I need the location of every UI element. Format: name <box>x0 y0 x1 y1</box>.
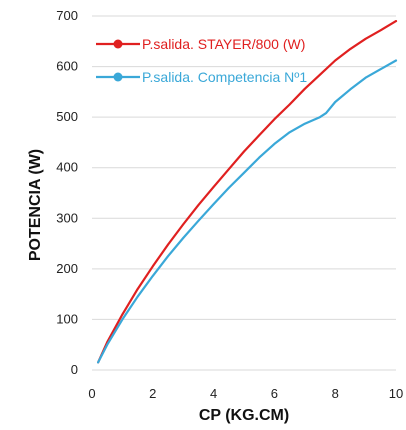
legend-label: P.salida. STAYER/800 (W) <box>142 36 305 52</box>
data-point <box>212 203 215 206</box>
y-tick-label: 0 <box>71 362 78 377</box>
data-point <box>151 265 154 268</box>
data-point <box>288 131 291 134</box>
data-point <box>182 237 185 239</box>
data-point <box>167 255 169 258</box>
data-point <box>106 343 109 346</box>
x-tick-label: 0 <box>88 386 95 401</box>
data-point <box>334 59 337 62</box>
x-tick-label: 6 <box>271 386 278 401</box>
data-point <box>97 361 99 364</box>
y-axis-ticks: 0 100 200 300 400 500 600 700 <box>56 8 78 377</box>
x-axis-title: CP (KG.CM) <box>199 407 289 424</box>
series-1 <box>96 20 398 364</box>
series-layer <box>96 20 398 364</box>
data-point <box>288 103 291 106</box>
series-line <box>96 59 398 364</box>
data-point <box>273 143 276 145</box>
data-point <box>364 37 367 40</box>
legend-marker <box>113 72 123 82</box>
data-point <box>227 187 230 189</box>
data-point <box>395 20 397 22</box>
data-point <box>243 171 245 174</box>
data-point <box>136 288 139 290</box>
x-tick-label: 2 <box>149 386 156 401</box>
data-point <box>197 219 200 222</box>
data-point <box>303 87 306 90</box>
y-tick-label: 300 <box>56 210 78 225</box>
data-point <box>379 68 382 70</box>
data-point <box>197 204 200 207</box>
data-point <box>273 118 276 121</box>
y-tick-label: 100 <box>56 311 78 326</box>
data-point <box>334 101 337 103</box>
data-point <box>136 295 139 298</box>
data-point <box>227 168 230 171</box>
x-tick-label: 4 <box>210 386 217 401</box>
data-point <box>364 76 367 79</box>
data-point <box>379 29 382 32</box>
x-tick-label: 8 <box>332 386 339 401</box>
data-point <box>349 47 352 50</box>
data-point <box>212 186 215 188</box>
y-tick-label: 400 <box>56 160 78 175</box>
data-point <box>319 116 321 119</box>
x-tick-label: 10 <box>389 386 403 401</box>
data-point <box>395 59 397 62</box>
data-point <box>325 112 327 114</box>
data-point <box>121 318 124 321</box>
legend-item: P.salida. Competencia Nº1 <box>96 69 307 85</box>
legend: P.salida. STAYER/800 (W) P.salida. Compet… <box>96 36 307 85</box>
data-point <box>258 134 261 137</box>
data-point <box>167 243 169 246</box>
series-2 <box>96 59 398 364</box>
grid-lines <box>92 15 396 371</box>
data-point <box>121 313 124 316</box>
y-tick-label: 700 <box>56 8 78 23</box>
legend-marker <box>113 39 123 49</box>
data-point <box>151 275 154 277</box>
x-axis-ticks: 0 2 4 6 8 10 <box>88 386 403 401</box>
legend-item: P.salida. STAYER/800 (W) <box>96 36 305 52</box>
data-point <box>243 150 245 153</box>
data-point <box>303 122 306 125</box>
y-tick-label: 500 <box>56 109 78 124</box>
legend-label: P.salida. Competencia Nº1 <box>142 69 307 85</box>
y-tick-label: 200 <box>56 261 78 276</box>
y-axis-title: POTENCIA (W) <box>27 149 44 261</box>
data-point <box>319 73 321 76</box>
data-point <box>349 88 352 91</box>
y-tick-label: 600 <box>56 59 78 74</box>
data-point <box>258 156 261 159</box>
data-point <box>182 223 185 226</box>
